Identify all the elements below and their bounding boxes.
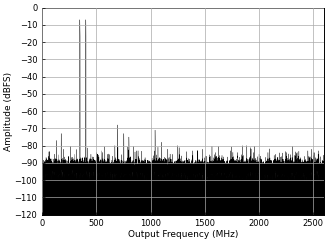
Y-axis label: Amplitude (dBFS): Amplitude (dBFS) <box>4 71 13 151</box>
X-axis label: Output Frequency (MHz): Output Frequency (MHz) <box>128 230 238 239</box>
